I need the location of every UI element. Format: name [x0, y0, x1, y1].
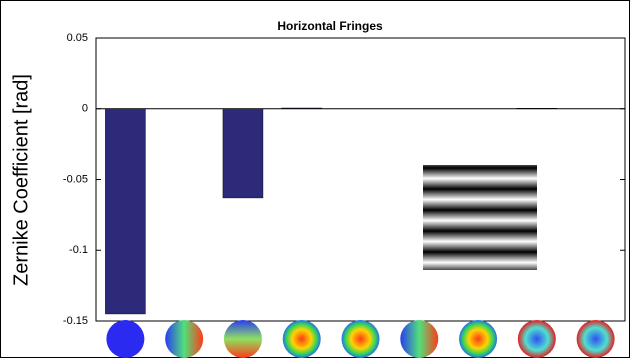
zernike-icon — [165, 320, 203, 358]
chart-title: Horizontal Fringes — [277, 19, 383, 33]
y-tick-label: 0.05 — [67, 32, 88, 44]
zernike-icon — [342, 320, 380, 358]
y-tick-label: 0 — [82, 103, 88, 115]
fringe-inset — [423, 165, 537, 270]
zernike-icon — [459, 320, 497, 358]
bar — [105, 109, 145, 314]
zernike-icon — [283, 320, 321, 358]
zernike-icon — [518, 320, 556, 358]
zernike-icon — [400, 320, 438, 358]
zernike-icon — [224, 320, 262, 358]
y-axis-label: Zernike Coefficient [rad] — [10, 74, 32, 286]
y-tick-label: -0.05 — [63, 173, 88, 185]
y-tick-label: -0.15 — [63, 315, 88, 327]
bar — [223, 109, 263, 198]
zernike-icon — [106, 320, 144, 358]
bar — [282, 108, 322, 109]
page: {"chart_data": {"type": "bar", "title": … — [0, 0, 630, 358]
zernike-icon — [577, 320, 615, 358]
chart: Horizontal Fringes Zernike Coefficient [… — [0, 0, 630, 358]
y-tick-label: -0.1 — [69, 244, 88, 256]
